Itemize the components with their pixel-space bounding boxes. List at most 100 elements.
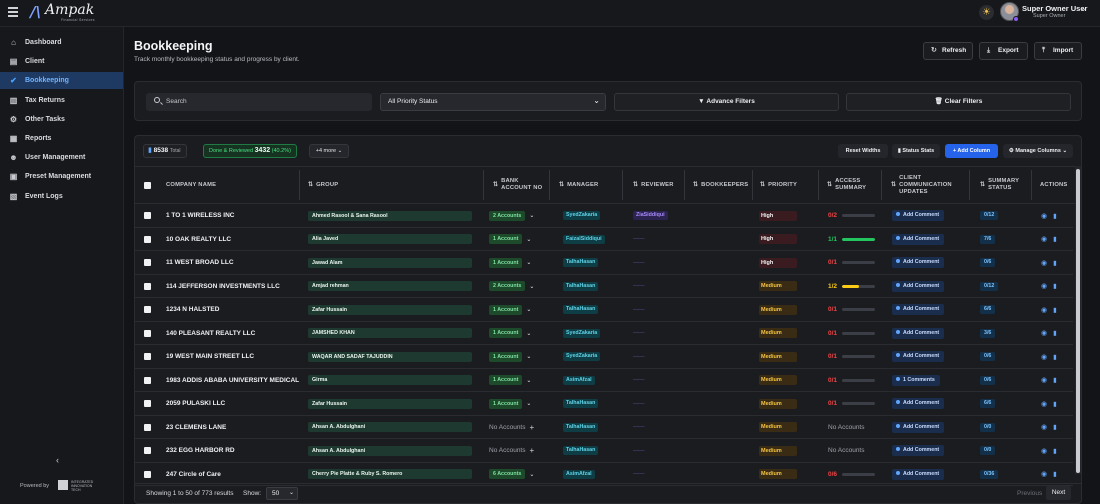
delete-trash-icon[interactable]: ▮ — [1053, 212, 1057, 220]
row-checkbox[interactable] — [144, 251, 151, 274]
group-chip[interactable]: Cherry Pie Platte & Ruby S. Romero — [308, 469, 472, 479]
summary-status-badge[interactable]: 0/6 — [980, 352, 996, 361]
more-stats-button[interactable]: +4 more ⌄ — [309, 144, 349, 158]
manager-chip[interactable]: TalhaHasan — [563, 258, 599, 267]
collapse-sidebar-icon[interactable]: ‹ — [56, 455, 59, 465]
sidebar-item-other-tasks[interactable]: ⚙ Other Tasks — [0, 111, 123, 128]
table-row[interactable]: 1 TO 1 WIRELESS INC Ahmed Rasool & Sana R… — [135, 204, 1073, 228]
company-name[interactable]: 11 WEST BROAD LLC — [166, 259, 234, 266]
table-row[interactable]: 23 CLEMENS LANE Ahsan A. Abdulghani No Acc… — [135, 416, 1073, 439]
manager-chip[interactable]: SyedZakaria — [563, 328, 601, 338]
delete-trash-icon[interactable]: ▮ — [1053, 306, 1057, 314]
checkbox-box[interactable] — [144, 306, 151, 313]
user-name[interactable]: Super Owner User — [1022, 4, 1088, 13]
manager-chip[interactable]: TalhaHasan — [563, 446, 599, 455]
delete-trash-icon[interactable]: ▮ — [1053, 283, 1057, 290]
delete-trash-icon[interactable]: ▮ — [1053, 259, 1057, 267]
accounts-badge[interactable]: 1 Account — [489, 398, 523, 409]
table-row[interactable]: 19 WEST MAIN STREET LLC WAQAR AND SADAF T… — [135, 345, 1073, 369]
add-comment-button[interactable]: Add Comment — [892, 257, 945, 268]
priority-badge[interactable]: Medium — [759, 281, 797, 291]
company-name[interactable]: 10 OAK REALTY LLC — [166, 235, 232, 243]
priority-badge[interactable]: High — [759, 234, 797, 244]
manager-chip[interactable]: AsimAfzal — [563, 469, 595, 479]
reviewer-empty-placeholder[interactable]: —— — [633, 424, 645, 430]
view-eye-icon[interactable]: ◉ — [1041, 330, 1048, 337]
view-eye-icon[interactable]: ◉ — [1041, 212, 1048, 220]
table-row[interactable]: 114 JEFFERSON INVESTMENTS LLC Amjad rehma… — [135, 275, 1073, 298]
group-chip[interactable]: Ahsan A. Abdulghani — [308, 445, 472, 456]
manager-chip[interactable]: SyedZakaria — [563, 211, 601, 220]
summary-status-badge[interactable]: 0/6 — [980, 375, 996, 385]
col-manager[interactable]: ⇅ MANAGER — [559, 167, 619, 203]
delete-trash-icon[interactable]: ▮ — [1053, 447, 1057, 455]
reviewer-empty-placeholder[interactable]: —— — [633, 306, 645, 313]
add-comment-button[interactable]: Add Comment — [892, 304, 945, 315]
column-resizer[interactable] — [1031, 170, 1032, 200]
chevron-down-icon[interactable]: ⌄ — [529, 283, 535, 290]
priority-badge[interactable]: Medium — [759, 328, 797, 338]
summary-status-badge[interactable]: 0/12 — [980, 281, 999, 291]
reviewer-empty-placeholder[interactable]: —— — [633, 400, 645, 407]
group-chip[interactable]: JAMSHED KHAN — [308, 328, 472, 338]
add-comment-button[interactable]: Add Comment — [892, 233, 945, 245]
priority-badge[interactable]: Medium — [759, 304, 797, 315]
manager-chip[interactable]: AsimAfzal — [563, 375, 595, 385]
table-row[interactable]: 247 Circle of Care Cherry Pie Platte & Ru… — [135, 463, 1073, 486]
company-name[interactable]: 1234 N HALSTED — [166, 306, 220, 313]
sidebar-item-bookkeeping[interactable]: ✔ Bookkeeping — [0, 72, 123, 90]
table-row[interactable]: 1234 N HALSTED Zafar Hussain 1 Account ⌄ Tal… — [135, 298, 1073, 322]
checkbox-box[interactable] — [144, 282, 151, 290]
sidebar-item-user-management[interactable]: ☻ User Management — [0, 149, 123, 166]
add-comment-button[interactable]: Add Comment — [892, 210, 945, 221]
sidebar-item-dashboard[interactable]: ⌂ Dashboard — [0, 34, 123, 51]
theme-toggle-sun-icon[interactable]: ☀ — [979, 5, 994, 20]
reviewer-empty-placeholder[interactable]: —— — [633, 330, 645, 336]
view-eye-icon[interactable]: ◉ — [1041, 259, 1048, 267]
view-eye-icon[interactable]: ◉ — [1041, 447, 1048, 455]
chevron-down-icon[interactable]: ⌄ — [526, 401, 532, 407]
checkbox-box[interactable] — [144, 212, 151, 219]
sidebar-item-client[interactable]: ▤ Client — [0, 53, 123, 70]
delete-trash-icon[interactable]: ▮ — [1053, 377, 1057, 384]
table-row[interactable]: 140 PLEASANT REALTY LLC JAMSHED KHAN 1 Acc… — [135, 322, 1073, 345]
view-eye-icon[interactable]: ◉ — [1041, 283, 1048, 290]
accounts-badge[interactable]: 1 Account — [489, 351, 523, 362]
col-company-name[interactable]: COMPANY NAME — [166, 181, 217, 188]
view-eye-icon[interactable]: ◉ — [1041, 424, 1048, 431]
column-resizer[interactable] — [684, 170, 685, 200]
summary-status-badge[interactable]: 0/6 — [980, 258, 996, 267]
view-eye-icon[interactable]: ◉ — [1041, 400, 1048, 408]
company-name[interactable]: 1983 ADDIS ABABA UNIVERSITY MEDICAL — [166, 376, 300, 384]
group-chip[interactable]: Zafar Hussain — [308, 398, 472, 409]
view-eye-icon[interactable]: ◉ — [1041, 471, 1048, 478]
reviewer-empty-placeholder[interactable]: —— — [633, 471, 645, 477]
group-chip[interactable]: WAQAR AND SADAF TAJUDDIN — [308, 351, 472, 362]
add-account-icon[interactable]: + — [529, 446, 535, 455]
add-comment-button[interactable]: Add Comment — [892, 468, 945, 480]
add-comment-button[interactable]: Add Comment — [892, 351, 945, 362]
chevron-down-icon[interactable]: ⌄ — [529, 471, 535, 478]
add-comment-button[interactable]: Add Comment — [892, 398, 945, 409]
row-checkbox[interactable] — [144, 439, 151, 462]
reviewer-empty-placeholder[interactable]: —— — [633, 283, 645, 289]
export-button[interactable]: ⤓ Export — [979, 42, 1028, 60]
column-resizer[interactable] — [483, 170, 484, 200]
add-comment-button[interactable]: Add Comment — [892, 421, 945, 433]
column-resizer[interactable] — [969, 170, 970, 200]
table-row[interactable]: 232 EGG HARBOR RD Ahsan A. Abdulghani No A… — [135, 439, 1073, 463]
group-chip[interactable]: Jawad Alam — [308, 257, 472, 268]
row-checkbox[interactable] — [144, 228, 151, 251]
reviewer-empty-placeholder[interactable]: —— — [633, 447, 645, 454]
checkbox-box[interactable] — [144, 235, 151, 243]
reviewer-empty-placeholder[interactable]: —— — [633, 259, 645, 266]
select-all-checkbox[interactable] — [144, 167, 151, 203]
row-checkbox[interactable] — [144, 298, 151, 321]
add-comment-button[interactable]: Add Comment — [892, 327, 945, 339]
summary-status-badge[interactable]: 0/36 — [980, 469, 999, 479]
add-comment-button[interactable]: 1 Comments — [892, 374, 940, 386]
checkbox-box[interactable] — [144, 329, 151, 337]
delete-trash-icon[interactable]: ▮ — [1053, 330, 1057, 337]
next-page-button[interactable]: Next — [1046, 486, 1071, 500]
summary-status-badge[interactable]: 6/6 — [980, 305, 996, 314]
